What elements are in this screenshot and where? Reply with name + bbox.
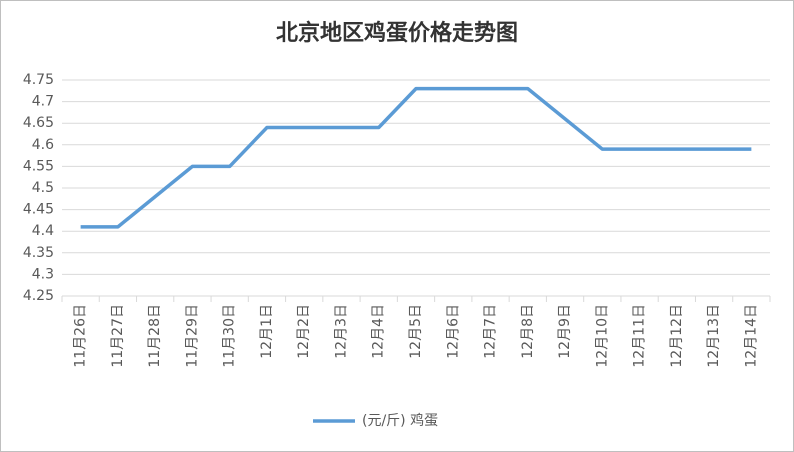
x-tick-label: 12月3日: [333, 304, 349, 359]
y-tick-label: 4.4: [32, 223, 54, 239]
x-tick-label: 12月12日: [669, 304, 685, 368]
x-tick-label: 12月4日: [371, 304, 387, 359]
y-tick-label: 4.35: [23, 245, 54, 261]
x-tick-label: 12月7日: [483, 304, 499, 359]
x-tick-label: 12月9日: [557, 304, 573, 359]
y-tick-label: 4.3: [32, 266, 54, 282]
x-tick-label: 12月6日: [445, 304, 461, 359]
x-tick-label: 11月29日: [184, 304, 200, 368]
y-tick-label: 4.6: [32, 137, 54, 153]
x-tick-label: 11月28日: [147, 304, 163, 368]
y-tick-label: 4.65: [23, 115, 54, 131]
series-line: [80, 86, 752, 229]
x-tick-label: 12月8日: [520, 304, 536, 359]
x-tick-label: 12月10日: [594, 304, 610, 368]
y-tick-label: 4.45: [23, 202, 54, 218]
y-tick-label: 4.75: [23, 72, 54, 88]
x-tick-label: 11月26日: [73, 304, 89, 368]
y-tick-label: 4.25: [23, 288, 54, 304]
y-tick-label: 4.55: [23, 158, 54, 174]
x-tick-label: 12月1日: [259, 304, 275, 359]
x-tick-label: 12月2日: [296, 304, 312, 359]
y-tick-label: 4.7: [32, 94, 54, 110]
chart-title: 北京地区鸡蛋价格走势图: [276, 20, 518, 46]
x-tick-label: 12月13日: [706, 304, 722, 368]
x-tick-label: 12月5日: [408, 304, 424, 359]
x-tick-label: 12月14日: [743, 304, 759, 368]
legend-label: (元/斤) 鸡蛋: [362, 412, 438, 429]
x-tick-label: 11月30日: [222, 304, 238, 368]
y-tick-label: 4.5: [32, 180, 54, 196]
x-tick-label: 11月27日: [110, 304, 126, 368]
x-tick-label: 12月11日: [632, 304, 648, 368]
